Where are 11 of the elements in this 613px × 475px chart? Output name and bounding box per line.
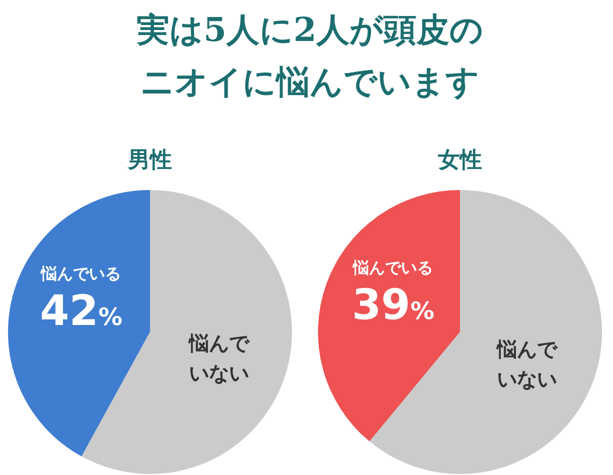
pie-slice bbox=[318, 190, 460, 442]
chart-title: 男性 bbox=[126, 147, 173, 175]
slice-label: 悩んでいない bbox=[187, 330, 251, 387]
pie-slice bbox=[8, 190, 150, 456]
data-label: 39% bbox=[352, 280, 434, 329]
slice-label: 悩んでいない bbox=[495, 336, 559, 394]
data-label: 42% bbox=[40, 286, 122, 336]
text: 実は5人に2人が頭皮のニオイに悩んでいます bbox=[136, 9, 484, 103]
slice-label: 悩んでいる bbox=[351, 258, 434, 279]
chart-title: 女性 bbox=[437, 147, 483, 175]
slice-label: 悩んでいる bbox=[39, 264, 122, 286]
